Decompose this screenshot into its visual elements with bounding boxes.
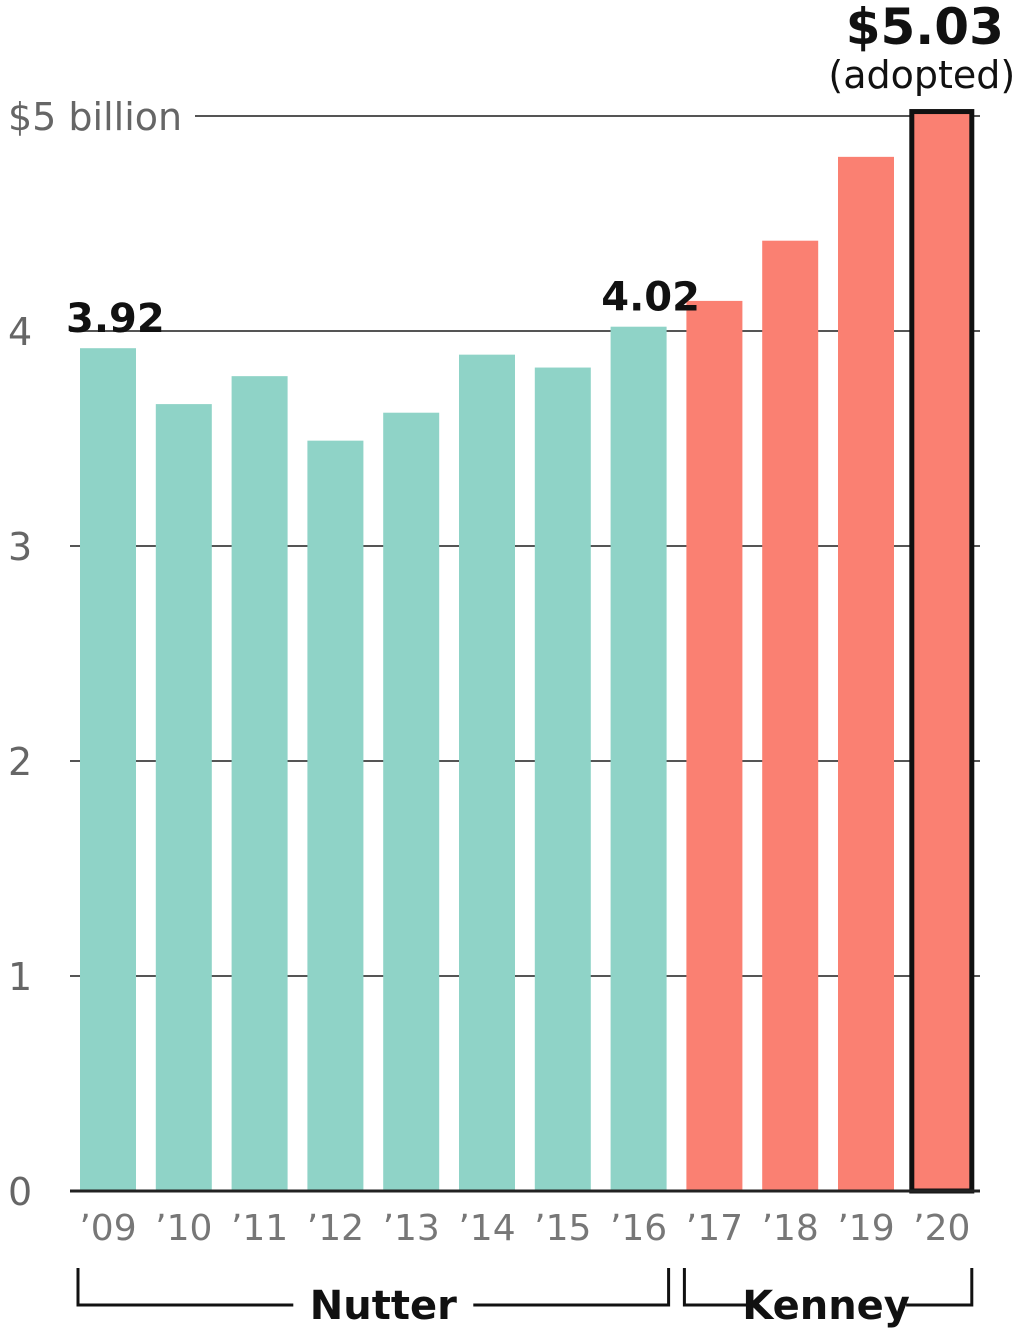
bar-11 [909, 109, 975, 1194]
x-tick-label-3: ’12 [307, 1208, 364, 1249]
bracket-right-0 [473, 1268, 671, 1307]
bracket-right-1 [906, 1268, 974, 1307]
callout-value: $5.03 [846, 0, 1004, 56]
bar-4 [383, 412, 440, 1191]
y-tick-label-4: 4 [8, 310, 32, 354]
labels: 0 1 2 3 4 $5 billion ’09 ’10 ’11 ’12 ’13 ’14 ’15 ’16 ’… [8, 0, 1015, 1249]
x-tick-label-0: ’09 [79, 1208, 136, 1249]
x-tick-label-5: ’14 [458, 1208, 515, 1249]
bars [70, 109, 980, 1194]
group-label-0: Nutter [310, 1283, 457, 1328]
group-label-1: Kenney [742, 1283, 910, 1328]
x-tick-label-9: ’18 [762, 1208, 819, 1249]
bar-7 [610, 326, 667, 1191]
bar-0 [80, 348, 136, 1191]
group-brackets: Nutter Kenney [76, 1268, 974, 1328]
bar-9 [762, 240, 819, 1191]
x-tick-label-2: ’11 [231, 1208, 288, 1249]
y-tick-label-5: $5 billion [8, 95, 182, 139]
x-tick-label-10: ’19 [837, 1208, 894, 1249]
bar-3 [307, 440, 364, 1191]
bar-1 [155, 404, 212, 1192]
bar-5 [459, 354, 515, 1191]
y-tick-label-2: 2 [8, 740, 32, 784]
bar-10 [838, 156, 894, 1192]
x-tick-label-11: ’20 [913, 1208, 970, 1249]
callout-note: (adopted) [828, 53, 1015, 97]
x-tick-label-4: ’13 [383, 1208, 440, 1249]
bar-8 [686, 300, 743, 1191]
y-tick-label-3: 3 [8, 525, 32, 569]
bar-value-label-0: 3.92 [66, 296, 165, 342]
x-tick-label-8: ’17 [686, 1208, 743, 1249]
bracket-left-1 [682, 1268, 747, 1307]
x-tick-label-1: ’10 [155, 1208, 212, 1249]
bracket-left-0 [76, 1268, 294, 1307]
bar-value-label-1: 4.02 [601, 275, 700, 321]
y-tick-label-0: 0 [8, 1170, 32, 1214]
bar-2 [231, 376, 288, 1191]
x-tick-label-6: ’15 [534, 1208, 591, 1249]
bar-6 [534, 367, 591, 1191]
y-tick-label-1: 1 [8, 955, 32, 999]
x-tick-label-7: ’16 [610, 1208, 667, 1249]
